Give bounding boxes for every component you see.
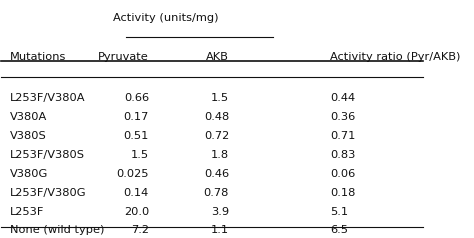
- Text: 0.83: 0.83: [330, 150, 356, 160]
- Text: 3.9: 3.9: [211, 207, 229, 217]
- Text: 0.72: 0.72: [204, 131, 229, 141]
- Text: 0.48: 0.48: [204, 112, 229, 122]
- Text: None (wild type): None (wild type): [10, 225, 104, 235]
- Text: L253F/V380S: L253F/V380S: [10, 150, 85, 160]
- Text: 7.2: 7.2: [131, 225, 149, 235]
- Text: 0.14: 0.14: [124, 188, 149, 198]
- Text: 0.71: 0.71: [330, 131, 356, 141]
- Text: 0.66: 0.66: [124, 93, 149, 103]
- Text: L253F: L253F: [10, 207, 44, 217]
- Text: 0.78: 0.78: [204, 188, 229, 198]
- Text: Activity ratio (Pyr/AKB): Activity ratio (Pyr/AKB): [330, 52, 461, 62]
- Text: 0.51: 0.51: [124, 131, 149, 141]
- Text: 0.17: 0.17: [124, 112, 149, 122]
- Text: 1.5: 1.5: [211, 93, 229, 103]
- Text: 0.46: 0.46: [204, 169, 229, 179]
- Text: AKB: AKB: [206, 52, 229, 62]
- Text: 0.18: 0.18: [330, 188, 356, 198]
- Text: L253F/V380G: L253F/V380G: [10, 188, 86, 198]
- Text: 1.5: 1.5: [131, 150, 149, 160]
- Text: 1.8: 1.8: [211, 150, 229, 160]
- Text: 0.44: 0.44: [330, 93, 356, 103]
- Text: 5.1: 5.1: [330, 207, 348, 217]
- Text: V380G: V380G: [10, 169, 48, 179]
- Text: 0.06: 0.06: [330, 169, 356, 179]
- Text: L253F/V380A: L253F/V380A: [10, 93, 85, 103]
- Text: Pyruvate: Pyruvate: [98, 52, 149, 62]
- Text: 0.025: 0.025: [117, 169, 149, 179]
- Text: 6.5: 6.5: [330, 225, 348, 235]
- Text: V380A: V380A: [10, 112, 47, 122]
- Text: V380S: V380S: [10, 131, 46, 141]
- Text: Mutations: Mutations: [10, 52, 66, 62]
- Text: Activity (units/mg): Activity (units/mg): [113, 13, 219, 23]
- Text: 1.1: 1.1: [211, 225, 229, 235]
- Text: 20.0: 20.0: [124, 207, 149, 217]
- Text: 0.36: 0.36: [330, 112, 356, 122]
